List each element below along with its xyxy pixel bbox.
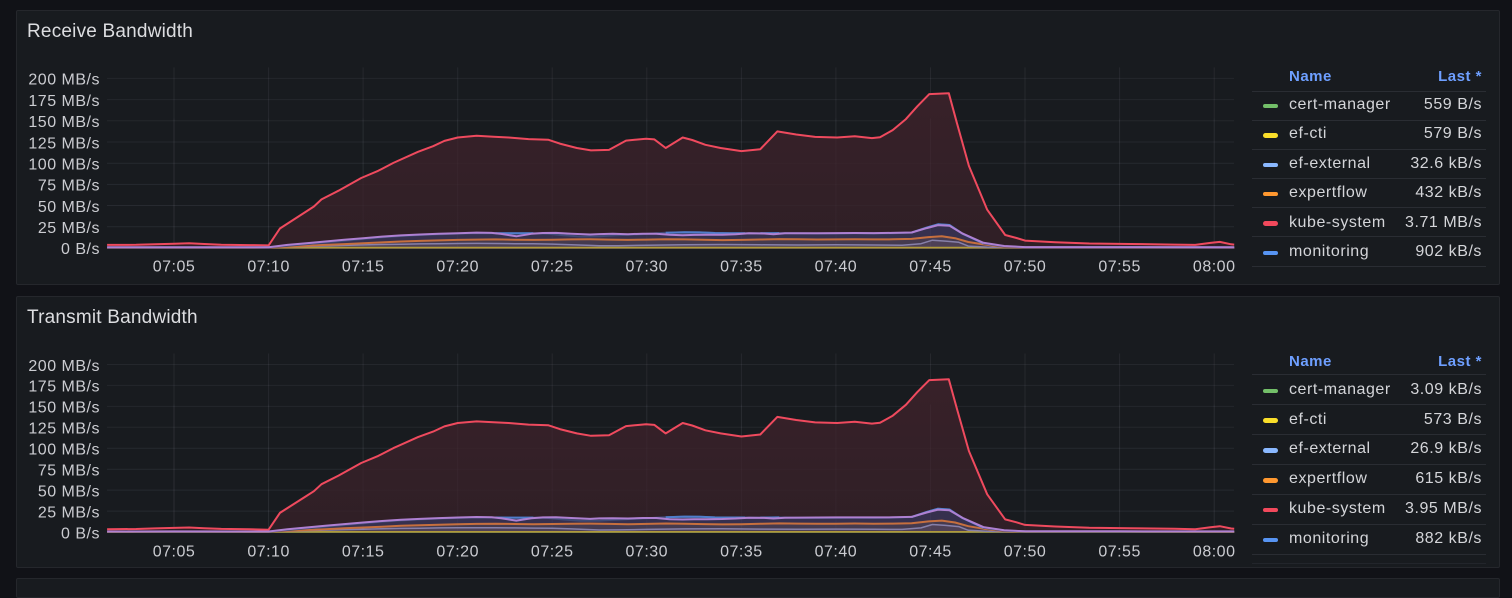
svg-text:200 MB/s: 200 MB/s: [28, 72, 100, 89]
svg-text:07:20: 07:20: [436, 544, 479, 561]
svg-text:75 MB/s: 75 MB/s: [38, 463, 100, 480]
svg-text:50 MB/s: 50 MB/s: [38, 199, 100, 216]
svg-text:07:05: 07:05: [153, 544, 196, 561]
svg-text:0 B/s: 0 B/s: [61, 525, 100, 542]
svg-text:150 MB/s: 150 MB/s: [28, 400, 100, 417]
svg-text:07:40: 07:40: [815, 258, 858, 275]
svg-text:07:25: 07:25: [531, 544, 574, 561]
svg-text:07:35: 07:35: [720, 258, 763, 275]
svg-text:07:25: 07:25: [531, 258, 574, 275]
svg-text:07:10: 07:10: [247, 258, 290, 275]
svg-text:07:55: 07:55: [1098, 258, 1141, 275]
svg-text:07:40: 07:40: [815, 544, 858, 561]
svg-text:25 MB/s: 25 MB/s: [38, 220, 100, 237]
svg-text:0 B/s: 0 B/s: [61, 241, 100, 258]
svg-text:175 MB/s: 175 MB/s: [28, 93, 100, 110]
svg-text:07:15: 07:15: [342, 258, 385, 275]
svg-text:07:45: 07:45: [909, 258, 952, 275]
svg-text:100 MB/s: 100 MB/s: [28, 157, 100, 174]
svg-text:07:05: 07:05: [153, 258, 196, 275]
svg-text:125 MB/s: 125 MB/s: [28, 421, 100, 438]
svg-text:25 MB/s: 25 MB/s: [38, 504, 100, 521]
svg-text:07:10: 07:10: [247, 544, 290, 561]
svg-text:07:50: 07:50: [1004, 544, 1047, 561]
svg-text:200 MB/s: 200 MB/s: [28, 358, 100, 375]
svg-text:150 MB/s: 150 MB/s: [28, 114, 100, 131]
svg-text:50 MB/s: 50 MB/s: [38, 483, 100, 500]
svg-text:07:30: 07:30: [626, 544, 669, 561]
svg-text:75 MB/s: 75 MB/s: [38, 178, 100, 195]
svg-text:125 MB/s: 125 MB/s: [28, 135, 100, 152]
svg-text:08:00: 08:00: [1193, 544, 1236, 561]
svg-text:07:35: 07:35: [720, 544, 763, 561]
svg-text:07:50: 07:50: [1004, 258, 1047, 275]
svg-text:07:30: 07:30: [626, 258, 669, 275]
svg-text:175 MB/s: 175 MB/s: [28, 379, 100, 396]
svg-text:07:15: 07:15: [342, 544, 385, 561]
svg-text:08:00: 08:00: [1193, 258, 1236, 275]
svg-text:07:45: 07:45: [909, 544, 952, 561]
svg-text:100 MB/s: 100 MB/s: [28, 442, 100, 459]
svg-text:07:20: 07:20: [436, 258, 479, 275]
svg-text:07:55: 07:55: [1098, 544, 1141, 561]
